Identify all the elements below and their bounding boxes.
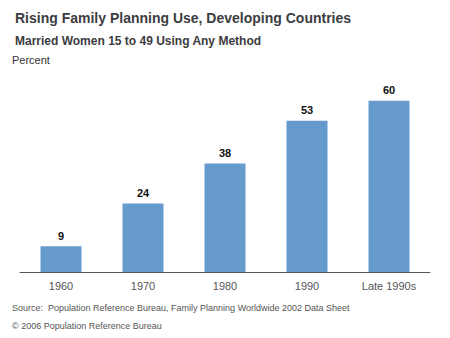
svg-text:60: 60: [383, 84, 395, 96]
svg-text:24: 24: [137, 187, 150, 199]
svg-text:1970: 1970: [131, 280, 155, 292]
svg-text:9: 9: [58, 230, 64, 242]
svg-text:53: 53: [301, 104, 313, 116]
svg-text:Source: Population Reference: Source: Population Reference Bureau, Fam…: [12, 303, 350, 313]
svg-text:Percent: Percent: [12, 54, 50, 66]
svg-text:38: 38: [219, 147, 231, 159]
svg-text:Late 1990s: Late 1990s: [362, 280, 417, 292]
svg-text:1960: 1960: [49, 280, 73, 292]
svg-text:1980: 1980: [213, 280, 237, 292]
svg-text:1990: 1990: [295, 280, 319, 292]
svg-text:Rising Family Planning Use, De: Rising Family Planning Use, Developing C…: [15, 10, 351, 26]
svg-text:Married Women 15 to 49 Using A: Married Women 15 to 49 Using Any Method: [15, 34, 261, 48]
svg-text:© 2006 Population Reference Bu: © 2006 Population Reference Bureau: [12, 321, 162, 331]
